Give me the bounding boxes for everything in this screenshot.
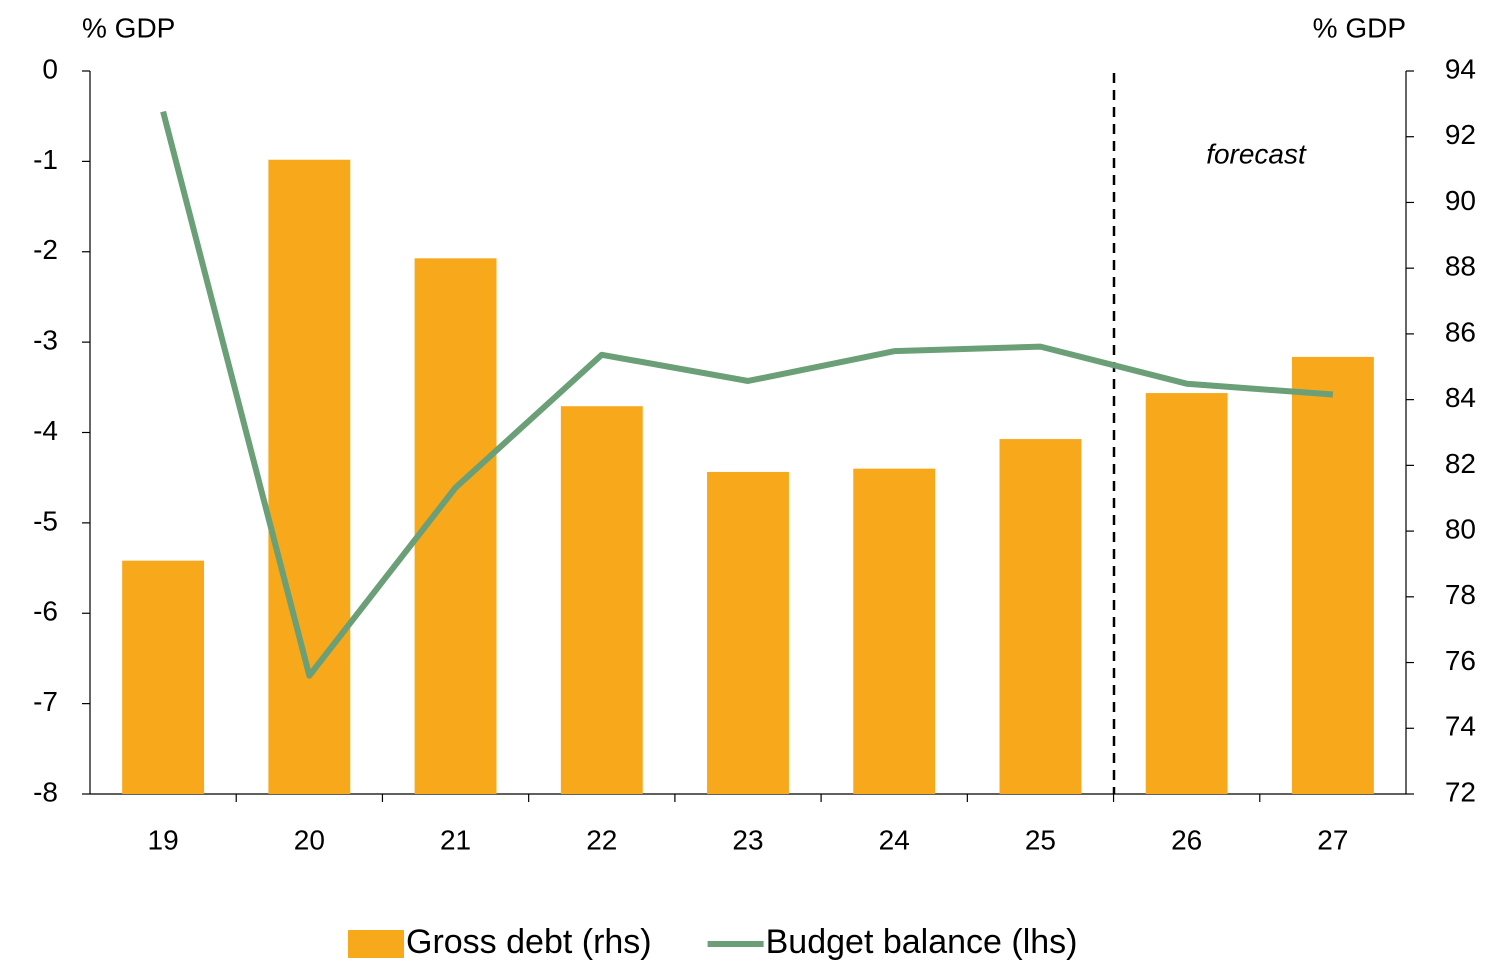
y-tick-label: -1 bbox=[33, 144, 58, 175]
y-tick-label: -8 bbox=[33, 776, 58, 807]
x-tick-label: 26 bbox=[1171, 824, 1202, 855]
y-tick-label: -5 bbox=[33, 505, 58, 536]
y2-tick-label: 86 bbox=[1445, 316, 1476, 347]
y2-tick-label: 92 bbox=[1445, 119, 1476, 150]
legend-label: Budget balance (lhs) bbox=[766, 923, 1078, 961]
y2-tick-label: 80 bbox=[1445, 513, 1476, 544]
y2-tick-label: 94 bbox=[1445, 53, 1476, 84]
y2-tick-label: 90 bbox=[1445, 185, 1476, 216]
x-tick-label: 27 bbox=[1317, 824, 1348, 855]
x-tick-label: 20 bbox=[294, 824, 325, 855]
y-axis-label: % GDP bbox=[82, 12, 175, 43]
bar bbox=[853, 468, 936, 794]
y2-axis-label: % GDP bbox=[1313, 12, 1406, 43]
y2-tick-label: 84 bbox=[1445, 382, 1476, 413]
bar bbox=[122, 560, 205, 794]
y2-tick-label: 88 bbox=[1445, 251, 1476, 282]
x-tick-label: 22 bbox=[586, 824, 617, 855]
bar bbox=[707, 471, 789, 794]
y2-tick-label: 76 bbox=[1445, 645, 1476, 676]
y-tick-label: -3 bbox=[33, 325, 58, 356]
y-tick-label: -6 bbox=[33, 596, 58, 627]
y-tick-label: 0 bbox=[42, 53, 58, 84]
y2-tick-label: 78 bbox=[1445, 579, 1476, 610]
y2-tick-label: 82 bbox=[1445, 448, 1476, 479]
x-tick-label: 25 bbox=[1025, 824, 1056, 855]
bar bbox=[268, 159, 351, 794]
bar bbox=[999, 439, 1082, 794]
y-tick-label: -4 bbox=[33, 415, 58, 446]
y2-tick-label: 72 bbox=[1445, 776, 1476, 807]
bar bbox=[1145, 393, 1228, 794]
x-tick-label: 21 bbox=[440, 824, 471, 855]
y-tick-label: -2 bbox=[33, 234, 58, 265]
x-tick-label: 23 bbox=[732, 824, 763, 855]
bar bbox=[1291, 356, 1374, 794]
legend-swatch bbox=[348, 930, 404, 958]
x-tick-label: 19 bbox=[148, 824, 179, 855]
y-tick-label: -7 bbox=[33, 686, 58, 717]
x-tick-label: 24 bbox=[879, 824, 910, 855]
legend-label: Gross debt (rhs) bbox=[406, 923, 652, 961]
line bbox=[160, 110, 1334, 679]
forecast-annotation: forecast bbox=[1206, 138, 1307, 169]
bar bbox=[560, 406, 643, 794]
y2-tick-label: 74 bbox=[1445, 711, 1476, 742]
